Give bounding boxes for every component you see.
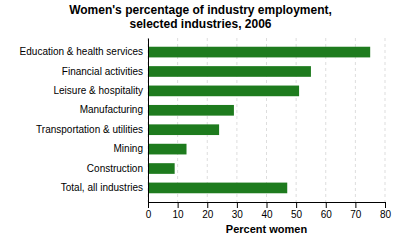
grid-line <box>385 38 386 202</box>
grid-line <box>148 38 149 202</box>
bars <box>148 47 370 194</box>
bar <box>148 47 370 58</box>
x-tick: 30 <box>232 202 244 220</box>
x-tick-mark <box>148 202 149 208</box>
bar <box>148 86 299 97</box>
chart: 0 10 20 30 40 50 60 70 80 Education & health serv… <box>0 0 401 238</box>
y-tick-label: Financial activities <box>62 66 143 77</box>
y-tick-label: Construction <box>87 163 143 174</box>
y-tick: Manufacturing <box>80 104 148 115</box>
y-tick-label: Total, all industries <box>61 182 143 193</box>
x-tick-mark <box>178 202 179 208</box>
grid-line <box>296 38 297 202</box>
x-tick-label: 10 <box>173 209 185 220</box>
x-axis-title: Percent women <box>226 223 308 235</box>
y-tick-label: Leisure & hospitality <box>54 85 144 96</box>
y-tick: Financial activities <box>62 66 148 77</box>
grid-line <box>236 38 237 202</box>
x-tick-label: 80 <box>380 209 392 220</box>
bar <box>148 183 287 194</box>
x-tick: 10 <box>173 202 185 220</box>
x-tick: 80 <box>380 202 392 220</box>
y-axis: Education & health services Financial act… <box>20 39 149 203</box>
grid <box>148 38 385 202</box>
x-tick-mark <box>296 202 297 208</box>
y-axis-line <box>148 39 149 203</box>
x-tick: 50 <box>291 202 303 220</box>
x-tick: 60 <box>321 202 333 220</box>
bar <box>148 105 234 116</box>
x-tick-label: 40 <box>261 209 273 220</box>
grid-line <box>355 38 356 202</box>
grid-line <box>266 38 267 202</box>
bar <box>148 124 219 135</box>
bar <box>148 66 311 77</box>
y-tick-label: Mining <box>114 143 143 154</box>
x-tick-mark <box>267 202 268 208</box>
x-tick-label: 50 <box>291 209 303 220</box>
plot: 0 10 20 30 40 50 60 70 80 Education & health serv… <box>20 38 392 220</box>
x-tick-label: 60 <box>321 209 333 220</box>
bar <box>148 163 175 174</box>
x-tick-mark <box>385 202 386 208</box>
x-tick-mark <box>355 202 356 208</box>
y-tick: Mining <box>114 143 148 154</box>
y-tick: Transportation & utilities <box>36 124 148 135</box>
y-tick-label: Transportation & utilities <box>36 124 143 135</box>
x-tick: 0 <box>146 202 152 220</box>
y-tick: Education & health services <box>20 46 148 57</box>
x-tick-label: 30 <box>232 209 244 220</box>
bar <box>148 144 187 155</box>
x-tick-label: 0 <box>146 209 152 220</box>
grid-line <box>207 38 208 202</box>
x-axis-line <box>149 203 386 209</box>
x-tick: 20 <box>202 202 214 220</box>
y-tick-label: Manufacturing <box>80 104 143 115</box>
x-tick-mark <box>207 202 208 208</box>
x-tick-mark <box>326 202 327 208</box>
y-tick-label: Education & health services <box>20 46 143 57</box>
grid-line <box>325 38 326 202</box>
title: Women's percentage of industry employmen… <box>69 3 332 31</box>
y-tick: Total, all industries <box>61 182 148 193</box>
x-tick-mark <box>237 202 238 208</box>
y-tick: Leisure & hospitality <box>54 85 149 96</box>
grid-line <box>177 38 178 202</box>
x-tick: 70 <box>350 202 362 220</box>
y-tick: Construction <box>87 163 148 174</box>
x-tick: 40 <box>261 202 273 220</box>
x-axis: 0 10 20 30 40 50 60 70 80 <box>146 202 392 220</box>
x-tick-label: 70 <box>350 209 362 220</box>
x-tick-label: 20 <box>202 209 214 220</box>
